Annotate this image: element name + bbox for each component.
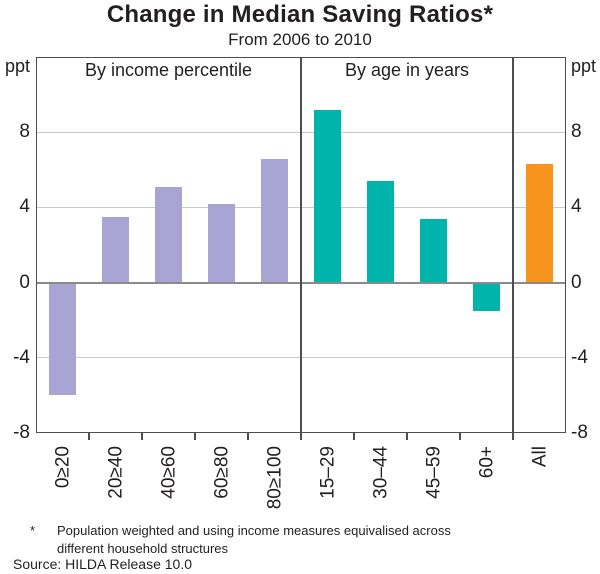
x-category-label: 15–29 — [317, 446, 338, 499]
y-tick-label-right: 4 — [571, 196, 582, 218]
y-tick-label-right: 0 — [571, 271, 582, 293]
y-axis-unit-left: ppt — [4, 56, 30, 76]
x-axis-tick — [406, 433, 408, 440]
panel-label-0: By income percentile — [84, 60, 253, 80]
bar-0-4 — [261, 158, 288, 283]
panel-divider — [300, 57, 302, 440]
bar-1-1 — [367, 181, 394, 283]
x-axis-tick — [194, 433, 196, 440]
footnote-line-1: Population weighted and using income mea… — [57, 523, 451, 538]
chart-subtitle: From 2006 to 2010 — [228, 30, 372, 49]
x-category-label: 30–44 — [370, 446, 391, 499]
y-tick-label-left: 4 — [19, 196, 30, 218]
footnote-line-2: different household structures — [57, 541, 229, 556]
x-axis-tick — [88, 433, 90, 440]
panel-label-1: By age in years — [344, 60, 470, 80]
bar-1-3 — [473, 282, 500, 311]
bar-0-3 — [208, 203, 235, 283]
y-tick-label-left: 8 — [19, 121, 30, 143]
y-tick-label-right: -4 — [571, 346, 588, 368]
chart-title: Change in Median Saving Ratios* — [106, 1, 494, 28]
x-category-label: 80≥100 — [264, 446, 285, 510]
bar-0-1 — [102, 216, 129, 283]
x-category-label: 20≥40 — [105, 446, 126, 499]
bar-1-2 — [420, 218, 447, 283]
panel-divider — [512, 57, 514, 440]
x-category-label: 0≥20 — [52, 446, 73, 489]
x-category-label: All — [529, 446, 550, 468]
footnote-marker: * — [30, 523, 36, 538]
y-tick-label-left: -8 — [13, 422, 30, 443]
x-axis-tick — [141, 433, 143, 440]
y-axis-unit-right: ppt — [571, 56, 597, 76]
x-category-label: 60+ — [476, 446, 497, 479]
x-category-label: 40≥60 — [158, 446, 179, 499]
x-axis-tick — [353, 433, 355, 440]
bar-0-0 — [49, 282, 76, 396]
x-axis-tick — [459, 433, 461, 440]
x-category-label: 60≥80 — [211, 446, 232, 499]
y-tick-label-left: -4 — [13, 346, 30, 368]
y-tick-label-right: 8 — [571, 121, 582, 143]
x-axis-tick — [247, 433, 249, 440]
bar-1-0 — [314, 109, 341, 283]
x-category-label: 45–59 — [423, 446, 444, 499]
bar-2-0 — [526, 164, 553, 283]
y-tick-label-right: -8 — [571, 422, 588, 443]
y-tick-label-left: 0 — [19, 271, 30, 293]
bar-0-2 — [155, 186, 182, 283]
source-note: Source: HILDA Release 10.0 — [13, 556, 192, 572]
